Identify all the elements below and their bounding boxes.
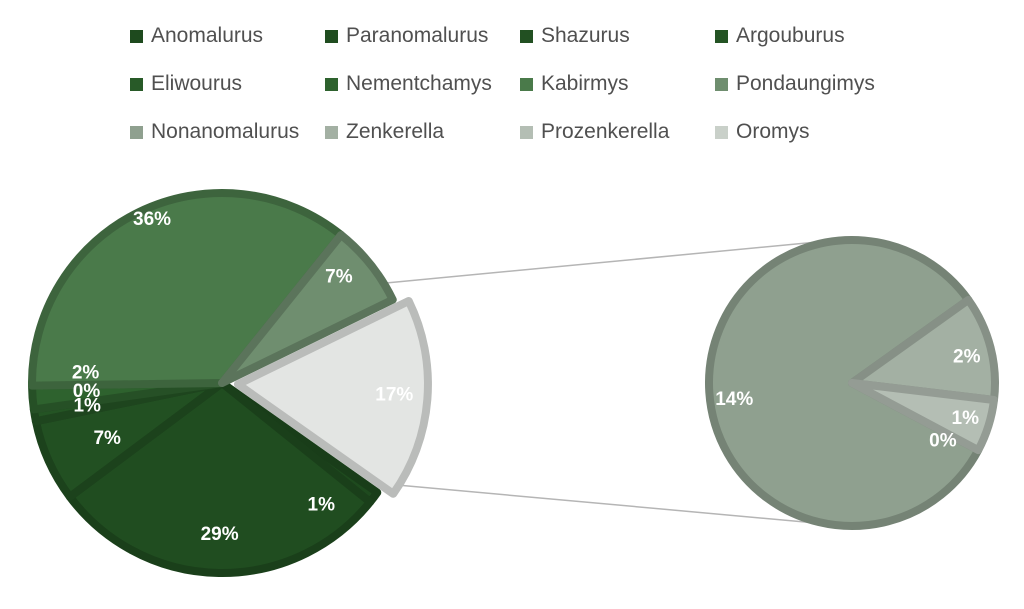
secondary-label-zenkerella: 2%	[953, 346, 981, 367]
legend-item-oromys: Oromys	[715, 118, 810, 146]
secondary-slice-nonanomalurus	[705, 236, 983, 530]
legend-swatch	[130, 77, 143, 91]
legend-item-anomalurus: Anomalurus	[130, 22, 263, 50]
legend-swatch	[130, 29, 143, 43]
connector-line-bottom	[385, 483, 839, 526]
legend-item-kabirmys: Kabirmys	[520, 70, 629, 98]
main-label-pondaungimys: 7%	[325, 267, 353, 288]
legend-label: Nementchamys	[346, 72, 492, 95]
legend-label: Zenkerella	[346, 120, 445, 143]
legend-swatch	[325, 77, 338, 91]
legend-swatch	[325, 29, 338, 43]
main-label-shazurus: 7%	[93, 428, 121, 449]
legend-item-prozenkerella: Prozenkerella	[520, 118, 669, 146]
legend-item-zenkerella: Zenkerella	[325, 118, 444, 146]
legend-label: Prozenkerella	[541, 120, 670, 143]
legend-label: Kabirmys	[541, 72, 629, 95]
legend-item-eliwourus: Eliwourus	[130, 70, 242, 98]
secondary-label-nonanomalurus: 14%	[715, 389, 753, 410]
legend-label: Nonanomalurus	[151, 120, 300, 143]
main-slice-other	[233, 296, 432, 498]
secondary-slice-prozenkerella	[848, 379, 998, 455]
legend-swatch	[715, 29, 728, 43]
main-label-other: 17%	[375, 384, 413, 405]
legend-swatch	[130, 125, 143, 139]
main-slice-kabirmys	[28, 189, 346, 390]
main-label-argouburus: 1%	[73, 395, 101, 416]
main-label-nementchamys: 2%	[72, 363, 100, 384]
legend-item-shazurus: Shazurus	[520, 22, 630, 50]
legend-item-nonanomalurus: Nonanomalurus	[130, 118, 299, 146]
connector-line-top	[385, 239, 839, 284]
secondary-pie	[705, 236, 999, 530]
main-label-anomalurus: 1%	[308, 494, 336, 515]
legend-swatch	[325, 125, 338, 139]
legend-label: Pondaungimys	[736, 72, 875, 95]
legend-item-nementchamys: Nementchamys	[325, 70, 492, 98]
legend-swatch	[715, 125, 728, 139]
legend-item-argouburus: Argouburus	[715, 22, 845, 50]
legend-item-pondaungimys: Pondaungimys	[715, 70, 875, 98]
legend-label: Paranomalurus	[346, 24, 489, 47]
legend-label: Shazurus	[541, 24, 630, 47]
main-label-paranomalurus: 29%	[201, 524, 239, 545]
main-label-kabirmys: 36%	[133, 209, 171, 230]
legend-label: Eliwourus	[151, 72, 243, 95]
secondary-label-oromys: 0%	[929, 430, 957, 451]
main-pie	[28, 189, 432, 577]
data-labels: 17%1%29%7%1%0%2%36%7%14%2%1%0%	[72, 209, 981, 545]
legend-label: Oromys	[736, 120, 810, 143]
legend-item-paranomalurus: Paranomalurus	[325, 22, 488, 50]
legend-swatch	[520, 125, 533, 139]
legend-label: Argouburus	[736, 24, 845, 47]
main-slice-paranomalurus	[65, 379, 375, 577]
secondary-label-prozenkerella: 1%	[952, 408, 980, 429]
secondary-slice-zenkerella	[848, 295, 999, 404]
legend-label: Anomalurus	[151, 24, 264, 47]
legend-swatch	[520, 29, 533, 43]
connector-lines	[385, 239, 839, 526]
legend-swatch	[715, 77, 728, 91]
main-label-eliwourus: 0%	[73, 381, 101, 402]
legend-swatch	[520, 77, 533, 91]
main-slice-pondaungimys	[218, 230, 397, 387]
